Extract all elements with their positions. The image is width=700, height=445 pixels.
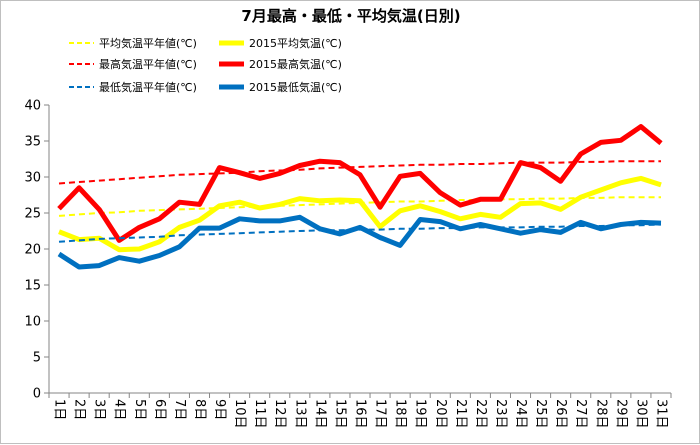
legend-label: 2015平均気温(℃) xyxy=(249,36,342,50)
series-line-4 xyxy=(57,124,663,243)
x-tick-label: 30日 xyxy=(633,399,648,429)
x-tick-label: 11日 xyxy=(252,399,267,429)
y-tick-label: 5 xyxy=(33,351,41,366)
x-tick-label: 7日 xyxy=(172,399,187,420)
x-tick-label: 4日 xyxy=(112,399,127,420)
series-line-2 xyxy=(58,175,662,253)
x-tick-label: 10日 xyxy=(232,399,247,429)
x-tick-label: 15日 xyxy=(332,399,347,429)
x-tick-label: 18日 xyxy=(393,399,408,429)
legend-label: 最低気温平年値(℃) xyxy=(99,80,197,94)
x-tick-label: 14日 xyxy=(312,399,327,429)
x-tick-label: 21日 xyxy=(453,399,468,429)
legend: 平均気温平年値(℃) 2015平均気温(℃) 最高気温平年値(℃) 2015最高気温(… xyxy=(69,36,342,94)
legend-label: 最高気温平年値(℃) xyxy=(99,57,197,71)
y-tick-label: 30 xyxy=(24,171,41,186)
y-tick-label: 20 xyxy=(24,243,41,258)
x-tick-label: 20日 xyxy=(433,399,448,429)
series-group xyxy=(57,124,663,270)
x-tick-label: 25日 xyxy=(533,399,548,429)
x-tick-label: 26日 xyxy=(553,399,568,429)
x-tick-label: 1日 xyxy=(52,399,67,420)
x-tick-label: 17日 xyxy=(373,399,388,429)
y-tick-label: 40 xyxy=(24,99,41,114)
x-tick-label: 5日 xyxy=(132,399,147,420)
legend-label: 平均気温平年値(℃) xyxy=(99,36,197,50)
series-line-3 xyxy=(58,160,661,185)
y-tick-label: 15 xyxy=(24,279,41,294)
axes: 0 5 10 15 20 25 30 35 40 1日 2日 3日 4日 5日 6日 7日 8日 9日 10日 11日… xyxy=(24,99,672,429)
x-tick-label: 8日 xyxy=(192,399,207,420)
x-tick-label: 24日 xyxy=(513,399,528,429)
x-tick-label: 6日 xyxy=(152,399,167,420)
x-tick-label: 2日 xyxy=(72,399,87,420)
x-tick-label: 13日 xyxy=(292,399,307,429)
chart-title: 7月最高・最低・平均気温(日別) xyxy=(241,7,460,25)
y-tick-label: 35 xyxy=(24,135,41,150)
x-tick-label: 28日 xyxy=(593,399,608,429)
y-tick-label: 10 xyxy=(24,315,41,330)
x-tick-label: 3日 xyxy=(92,399,107,420)
x-tick-label: 23日 xyxy=(493,399,508,429)
x-tick-label: 12日 xyxy=(272,399,287,429)
legend-label: 2015最高気温(℃) xyxy=(249,57,342,71)
y-tick-label: 0 xyxy=(33,387,41,402)
x-tick-label: 31日 xyxy=(653,399,668,429)
x-tick-label: 22日 xyxy=(473,399,488,429)
legend-label: 2015最低気温(℃) xyxy=(249,80,342,94)
x-tick-label: 9日 xyxy=(212,399,227,420)
y-tick-label: 25 xyxy=(24,207,41,222)
series-line-6 xyxy=(57,214,662,270)
x-tick-label: 19日 xyxy=(413,399,428,429)
x-tick-label: 29日 xyxy=(613,399,628,429)
x-tick-label: 27日 xyxy=(573,399,588,429)
x-tick-label: 16日 xyxy=(353,399,368,429)
